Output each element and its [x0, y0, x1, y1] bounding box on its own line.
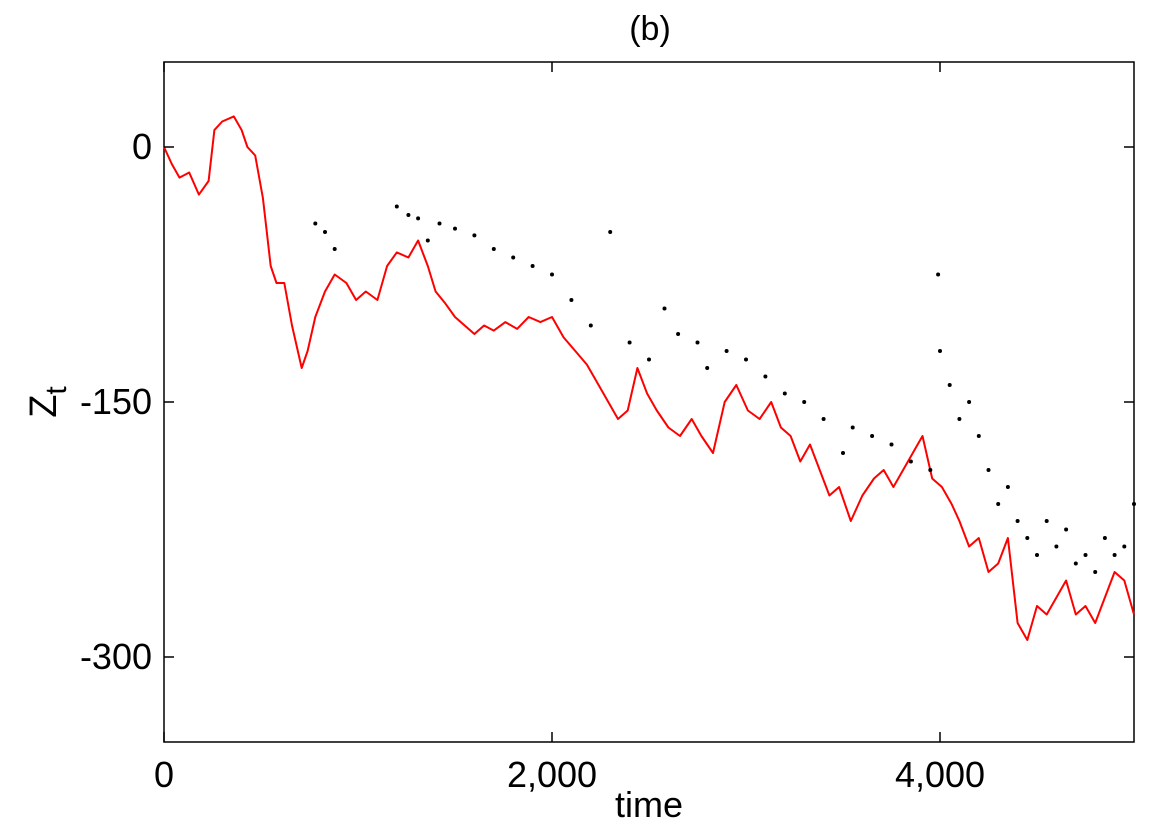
series-line: [163, 115, 1135, 641]
x-tick-label: 0: [154, 754, 174, 795]
data-point: [705, 366, 710, 370]
data-point: [647, 357, 651, 362]
y-tick-label: -150: [80, 381, 152, 422]
svg-text:Zt: Zt: [23, 386, 73, 418]
data-point: [530, 264, 535, 268]
data-point: [976, 434, 981, 438]
plot-frame: [163, 61, 1135, 743]
data-point: [437, 221, 442, 226]
data-point: [841, 451, 845, 455]
data-point: [850, 425, 855, 430]
data-point: [662, 306, 667, 311]
y-axis-label-subscript: t: [40, 386, 73, 395]
y-tick-label: -300: [80, 636, 152, 677]
data-point: [1005, 485, 1010, 489]
data-point: [1083, 553, 1088, 557]
data-point: [744, 357, 748, 362]
data-point: [1015, 519, 1020, 523]
data-point: [1035, 553, 1039, 557]
data-point: [1073, 561, 1078, 566]
data-point: [425, 238, 430, 243]
data-point: [802, 400, 807, 404]
data-point: [569, 298, 574, 302]
x-tick-label: 2,000: [507, 754, 597, 795]
data-point: [676, 332, 681, 336]
data-point: [627, 340, 632, 345]
data-point: [957, 417, 962, 421]
data-point: [782, 391, 787, 396]
data-point: [763, 374, 768, 379]
data-point: [724, 349, 729, 353]
data-point: [1025, 536, 1030, 540]
data-point: [947, 383, 952, 387]
data-point: [332, 247, 337, 251]
x-tick-label: 4,000: [895, 754, 985, 795]
data-point: [550, 272, 554, 277]
data-point: [1064, 527, 1069, 532]
data-point: [938, 349, 942, 353]
data-point: [1112, 553, 1117, 557]
series-layer: [163, 115, 1136, 641]
data-point: [1122, 544, 1127, 549]
data-point: [491, 247, 496, 251]
data-point: [821, 417, 826, 421]
data-point: [453, 226, 457, 231]
y-axis-label: Zt: [23, 386, 73, 418]
data-point: [313, 221, 318, 226]
data-point: [1102, 536, 1107, 540]
data-point: [1054, 544, 1059, 549]
data-point: [394, 204, 399, 209]
data-point: [870, 434, 875, 438]
data-point: [472, 233, 477, 238]
data-point: [1132, 502, 1136, 506]
data-point: [406, 213, 411, 217]
y-tick-label: 0: [132, 126, 152, 167]
data-point: [908, 459, 913, 464]
data-point: [323, 230, 327, 234]
data-point: [986, 468, 991, 472]
data-point: [967, 400, 972, 404]
data-point: [588, 323, 593, 328]
data-point: [889, 442, 894, 447]
data-point: [608, 230, 613, 234]
data-point: [1093, 570, 1098, 574]
data-point: [928, 468, 933, 472]
x-axis-label: time: [615, 784, 683, 825]
data-point: [416, 216, 421, 221]
data-point: [936, 272, 941, 277]
data-point: [1044, 519, 1049, 523]
data-point: [996, 502, 1001, 506]
chart-title: (b): [629, 10, 671, 48]
tick-layer: 0 2,000 4,000 0 -150 -300: [80, 62, 1134, 795]
y-axis-label-main: Z: [23, 395, 65, 418]
data-point: [511, 255, 516, 260]
data-point: [695, 340, 700, 345]
